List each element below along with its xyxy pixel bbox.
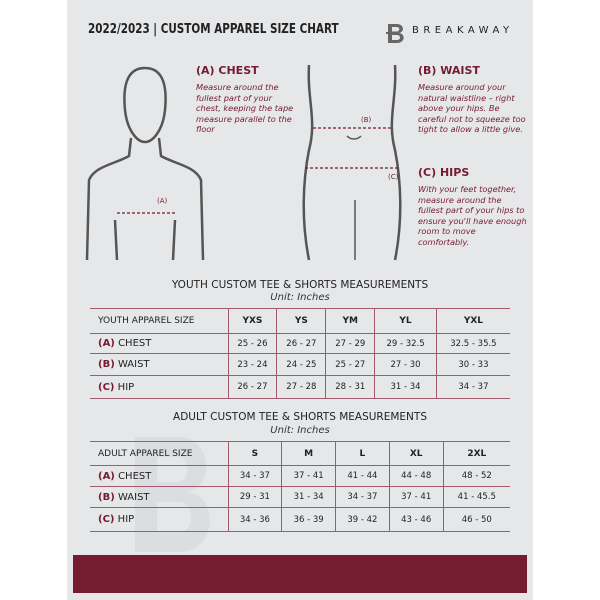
cell: 44 - 48	[388, 465, 444, 487]
cell: 41 - 44	[335, 465, 390, 487]
waist-description: Measure around your natural waistline – …	[418, 82, 526, 135]
header-cell: YXS	[227, 308, 277, 334]
hips-description: With your feet together, measure around …	[418, 184, 527, 247]
table-row: (C) HIP 26 - 27 27 - 28 28 - 31 31 - 34 …	[90, 375, 510, 399]
hips-heading: (C) HIPS	[418, 166, 470, 179]
header-cell: XL	[388, 441, 444, 466]
cell: 37 - 41	[281, 465, 336, 487]
page-title: 2022/2023 | CUSTOM APPAREL SIZE CHART	[88, 22, 339, 37]
header-cell: 2XL	[442, 441, 510, 466]
cell: 29 - 31	[227, 486, 282, 508]
cell: 29 - 32.5	[374, 333, 437, 354]
header-cell: M	[281, 441, 336, 466]
cell: 26 - 27	[276, 333, 326, 354]
cell: 26 - 27	[227, 375, 277, 399]
adult-unit: Unit: Inches	[270, 425, 330, 436]
cell: 34 - 37	[335, 486, 390, 508]
cell: 31 - 34	[374, 375, 437, 399]
cell: 28 - 31	[325, 375, 375, 399]
waist-heading: (B) WAIST	[418, 64, 480, 77]
header-cell: YM	[325, 308, 375, 334]
row-label: (B) WAIST	[98, 491, 150, 503]
cell: 27 - 29	[325, 333, 375, 354]
brand-logo-icon	[386, 24, 404, 43]
header-cell: L	[335, 441, 390, 466]
table-row: (C) HIP 34 - 36 36 - 39 39 - 42 43 - 46 …	[90, 507, 510, 532]
youth-table-title: YOUTH CUSTOM TEE & SHORTS MEASUREMENTS	[171, 279, 429, 291]
chest-description: Measure around the fullest part of your …	[196, 82, 294, 135]
adult-size-table: ADULT APPAREL SIZE S M L XL 2XL (A) CHES…	[90, 441, 510, 532]
header-cell: YOUTH APPAREL SIZE	[98, 316, 195, 326]
cell: 36 - 39	[281, 507, 336, 532]
cell: 34 - 37	[435, 375, 510, 399]
cell: 41 - 45.5	[442, 486, 510, 508]
row-label: (A) CHEST	[98, 338, 152, 349]
cell: 25 - 27	[325, 353, 375, 376]
cell: 27 - 28	[276, 375, 326, 399]
cell: 34 - 37	[227, 465, 282, 487]
cell: 37 - 41	[388, 486, 444, 508]
header-cell: YL	[374, 308, 437, 334]
upper-body-illustration	[85, 66, 205, 261]
waist-marker: (B)	[361, 116, 372, 124]
chest-marker: (A)	[157, 197, 168, 205]
cell: 31 - 34	[281, 486, 336, 508]
header-cell: S	[227, 441, 282, 466]
table-row: (B) WAIST 23 - 24 24 - 25 25 - 27 27 - 3…	[90, 353, 510, 376]
row-label: (C) HIP	[98, 514, 135, 525]
cell: 23 - 24	[227, 353, 277, 376]
table-header-row: YOUTH APPAREL SIZE YXS YS YM YL YXL	[90, 308, 510, 334]
lower-body-illustration	[302, 64, 402, 261]
cell: 43 - 46	[388, 507, 444, 532]
chest-heading: (A) CHEST	[196, 64, 259, 77]
cell: 30 - 33	[435, 353, 510, 376]
cell: 32.5 - 35.5	[435, 333, 510, 354]
cell: 48 - 52	[442, 465, 510, 487]
table-row: (A) CHEST 25 - 26 26 - 27 27 - 29 29 - 3…	[90, 333, 510, 354]
cell: 39 - 42	[335, 507, 390, 532]
youth-size-table: YOUTH APPAREL SIZE YXS YS YM YL YXL (A) …	[90, 308, 510, 399]
cell: 27 - 30	[374, 353, 437, 376]
youth-unit: Unit: Inches	[270, 292, 330, 303]
hip-marker: (C)	[388, 173, 399, 181]
watermark-logo-icon	[135, 437, 210, 552]
row-label: (A) CHEST	[98, 470, 152, 482]
table-row: (A) CHEST 34 - 37 37 - 41 41 - 44 44 - 4…	[90, 465, 510, 487]
table-row: (B) WAIST 29 - 31 31 - 34 34 - 37 37 - 4…	[90, 486, 510, 508]
adult-table-title: ADULT CUSTOM TEE & SHORTS MEASUREMENTS	[173, 411, 427, 423]
header-cell: YS	[276, 308, 326, 334]
table-header-row: ADULT APPAREL SIZE S M L XL 2XL	[90, 441, 510, 466]
brand-name: BREAKAWAY	[412, 25, 514, 36]
footer-bar	[73, 555, 527, 593]
row-label: (C) HIP	[98, 381, 135, 393]
cell: 25 - 26	[227, 333, 277, 354]
cell: 34 - 36	[227, 507, 282, 532]
cell: 24 - 25	[276, 353, 326, 376]
row-label: (B) WAIST	[98, 359, 150, 370]
header-cell: YXL	[435, 308, 510, 334]
header-cell: ADULT APPAREL SIZE	[98, 448, 193, 459]
cell: 46 - 50	[442, 507, 510, 532]
